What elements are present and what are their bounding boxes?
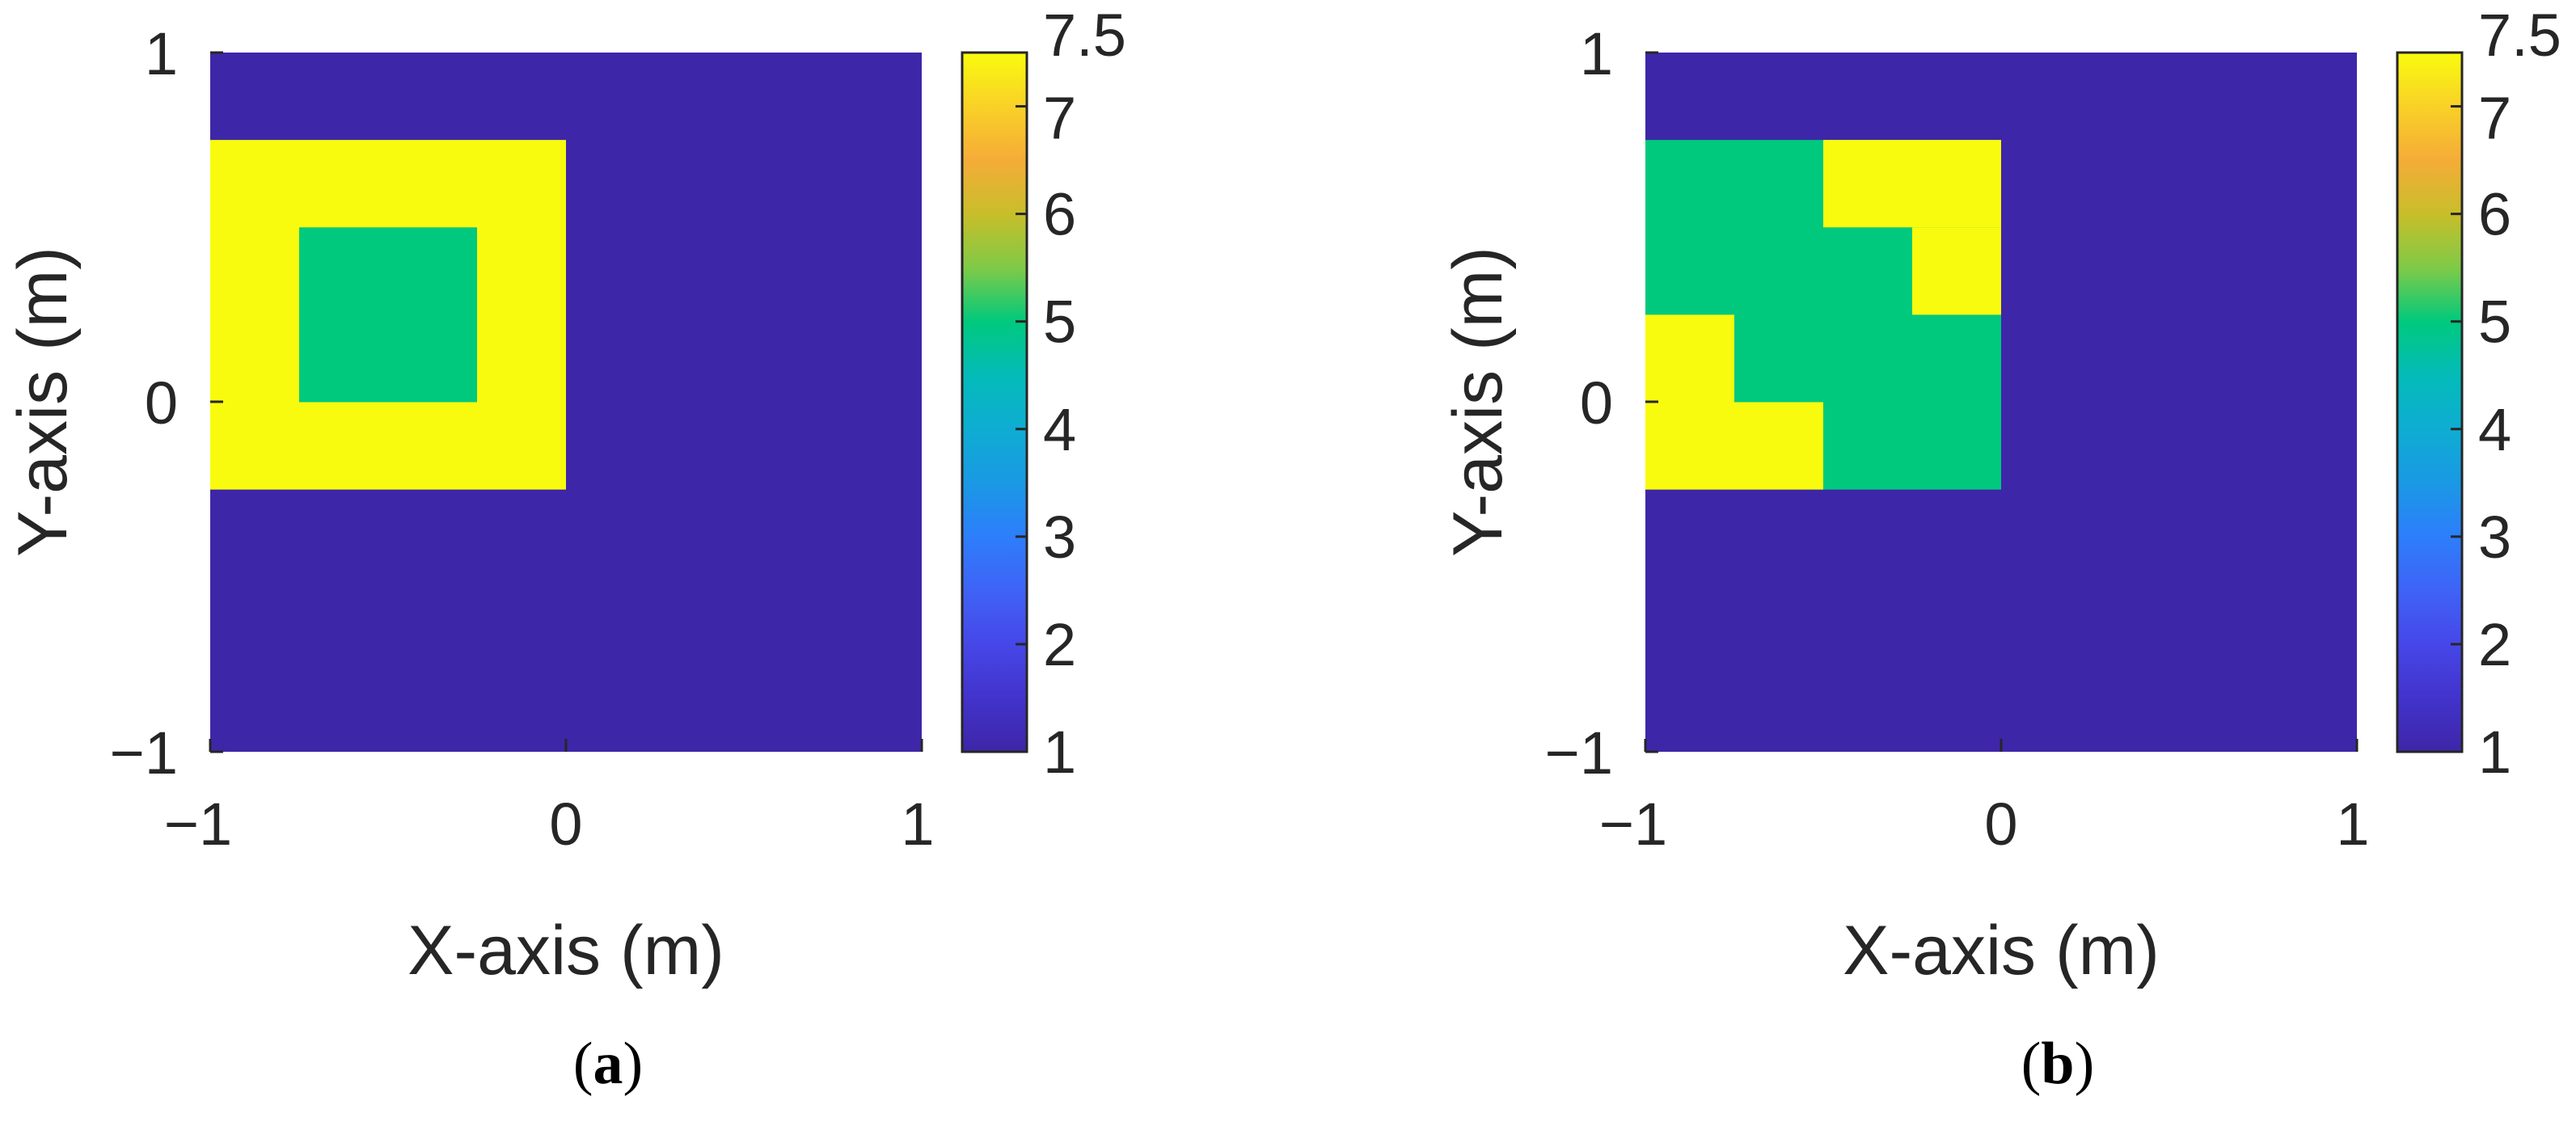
colorbar-gradient bbox=[961, 51, 1028, 753]
x-ticks-b: −1 0 1 bbox=[1599, 739, 2370, 858]
heatmap-cell bbox=[299, 227, 477, 403]
y-ticks-b: 1 0 −1 bbox=[1545, 20, 1658, 787]
colorbar-tick-label: 7 bbox=[1043, 85, 1076, 152]
heatmap-cell bbox=[1645, 314, 1734, 403]
y-tick-label: 0 bbox=[1580, 369, 1613, 437]
y-tick-label: 1 bbox=[1580, 20, 1613, 87]
y-ticks-a: 1 0 −1 bbox=[110, 20, 223, 787]
panel-label-letter: a bbox=[593, 1031, 623, 1097]
x-tick-label: 1 bbox=[2336, 791, 2369, 858]
colorbar-a: 1 2 3 4 5 6 7 7.5 bbox=[961, 2, 1126, 786]
x-ticks-a: −1 0 1 bbox=[164, 739, 935, 858]
colorbar-gradient bbox=[2396, 51, 2464, 753]
y-tick-label: −1 bbox=[1545, 719, 1613, 787]
x-axis-label: X-axis (m) bbox=[1843, 912, 2160, 989]
x-tick-label: −1 bbox=[164, 791, 232, 858]
colorbar-tick-label: 6 bbox=[2478, 181, 2511, 248]
x-tick-label: 0 bbox=[549, 791, 582, 858]
y-axis-label: Y-axis (m) bbox=[4, 247, 82, 557]
colorbar-ticks-b: 1 2 3 4 5 6 7 7.5 bbox=[2451, 2, 2561, 786]
colorbar-ticks-a: 1 2 3 4 5 6 7 7.5 bbox=[1016, 2, 1126, 786]
colorbar-tick-label: 2 bbox=[1043, 611, 1076, 678]
colorbar-tick-label: 1 bbox=[2478, 719, 2511, 786]
panel-b: −1 0 1 1 0 −1 X-axis (m) Y-axis (m) 1 2 3 4… bbox=[1439, 2, 2561, 1097]
y-tick-label: −1 bbox=[110, 719, 178, 787]
panel-label-a: (a) bbox=[573, 1031, 643, 1097]
heatmap-area-a bbox=[210, 53, 922, 752]
colorbar-tick-label: 7.5 bbox=[2478, 2, 2561, 69]
y-axis-label: Y-axis (m) bbox=[1439, 247, 1517, 557]
y-tick-label: 1 bbox=[145, 20, 178, 87]
colorbar-tick-label: 5 bbox=[2478, 289, 2511, 356]
colorbar-tick-label: 3 bbox=[2478, 504, 2511, 571]
colorbar-tick-label: 3 bbox=[1043, 504, 1076, 571]
colorbar-tick-label: 7 bbox=[2478, 85, 2511, 152]
heatmap-cell bbox=[1645, 402, 1823, 490]
colorbar-b: 1 2 3 4 5 6 7 7.5 bbox=[2396, 2, 2561, 786]
panel-a: −1 0 1 1 0 −1 X-axis (m) Y-axis (m) 1 2 3 4… bbox=[4, 2, 1126, 1097]
x-tick-label: −1 bbox=[1599, 791, 1667, 858]
panel-label-b: (b) bbox=[2021, 1031, 2094, 1097]
colorbar-tick-label: 1 bbox=[1043, 719, 1076, 786]
x-axis-label: X-axis (m) bbox=[408, 912, 724, 989]
colorbar-tick-label: 4 bbox=[2478, 396, 2511, 463]
colorbar-tick-label: 4 bbox=[1043, 396, 1076, 463]
colorbar-tick-label: 6 bbox=[1043, 181, 1076, 248]
y-tick-label: 0 bbox=[145, 369, 178, 437]
panel-label-letter: b bbox=[2041, 1031, 2074, 1097]
colorbar-tick-label: 2 bbox=[2478, 611, 2511, 678]
x-tick-label: 0 bbox=[1984, 791, 2017, 858]
colorbar-tick-label: 7.5 bbox=[1043, 2, 1126, 69]
colorbar-tick-label: 5 bbox=[1043, 289, 1076, 356]
x-tick-label: 1 bbox=[901, 791, 934, 858]
heatmap-cell bbox=[1912, 227, 2001, 315]
heatmap-area-b bbox=[1645, 53, 2357, 752]
heatmap-cell bbox=[1823, 140, 2001, 228]
